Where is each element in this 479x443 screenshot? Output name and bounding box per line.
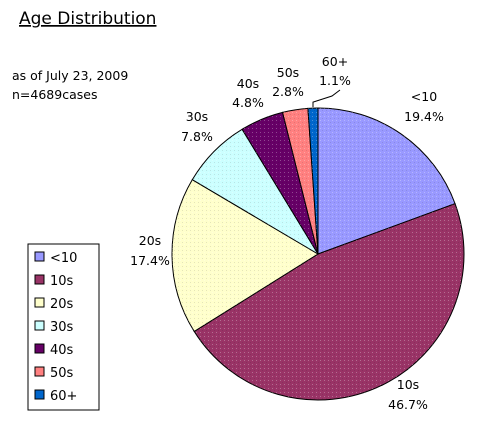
legend-swatch-under-10: [34, 251, 45, 262]
slice-label-20s: 20s: [139, 233, 161, 248]
slice-texture-30s: [192, 129, 318, 254]
slice-value-50s: 2.8%: [272, 84, 304, 99]
leader-lines: [312, 89, 341, 108]
annotation-date: as of July 23, 2009: [12, 68, 128, 83]
slice-value-40s: 4.8%: [232, 95, 264, 110]
slice-value-60-plus: 1.1%: [319, 73, 351, 88]
slice-texture-60-plus: [307, 108, 318, 254]
slice-label-40s: 40s: [237, 76, 259, 91]
annotation-count: n=4689cases: [12, 87, 97, 102]
legend-swatch-10s: [34, 274, 45, 285]
legend-label-under-10: <10: [50, 251, 77, 266]
legend-label-50s: 50s: [50, 366, 74, 381]
slice-label-under-10: <10: [411, 89, 437, 104]
legend-swatch-50s: [34, 366, 45, 377]
slice-label-10s: 10s: [397, 377, 419, 392]
slice-label-30s: 30s: [186, 109, 208, 124]
legend-label-30s: 30s: [50, 320, 74, 335]
legend-label-40s: 40s: [50, 343, 74, 358]
slice-value-under-10: 19.4%: [404, 109, 444, 124]
legend-label-10s: 10s: [50, 274, 74, 289]
leader-line-60-plus: [312, 89, 341, 108]
slice-texture-under-10: [318, 108, 456, 254]
legend-swatch-30s: [34, 320, 45, 331]
slice-value-30s: 7.8%: [181, 129, 213, 144]
slice-texture-10s: [194, 203, 465, 401]
legend-swatch-60-plus: [34, 389, 45, 400]
slice-label-50s: 50s: [277, 65, 299, 80]
chart-title: Age Distribution: [19, 9, 156, 29]
legend-label-20s: 20s: [50, 297, 74, 312]
slice-value-20s: 17.4%: [130, 253, 170, 268]
pie-slices: [171, 107, 465, 401]
slice-texture-20s: [172, 179, 318, 332]
legend-swatch-20s: [34, 297, 45, 308]
legend: <10 10s 20s 30s 40s 50s 60+: [27, 243, 100, 411]
slice-texture-40s: [242, 112, 318, 254]
legend-label-60-plus: 60+: [50, 389, 77, 404]
slice-labels: <10 19.4% 10s 46.7% 20s 17.4% 30s 7.8% 40s 4.8% 50…: [130, 54, 444, 412]
legend-swatch-40s: [34, 343, 45, 354]
slice-label-60-plus: 60+: [322, 54, 348, 69]
slice-value-10s: 46.7%: [388, 397, 428, 412]
slice-texture-50s: [282, 108, 318, 254]
